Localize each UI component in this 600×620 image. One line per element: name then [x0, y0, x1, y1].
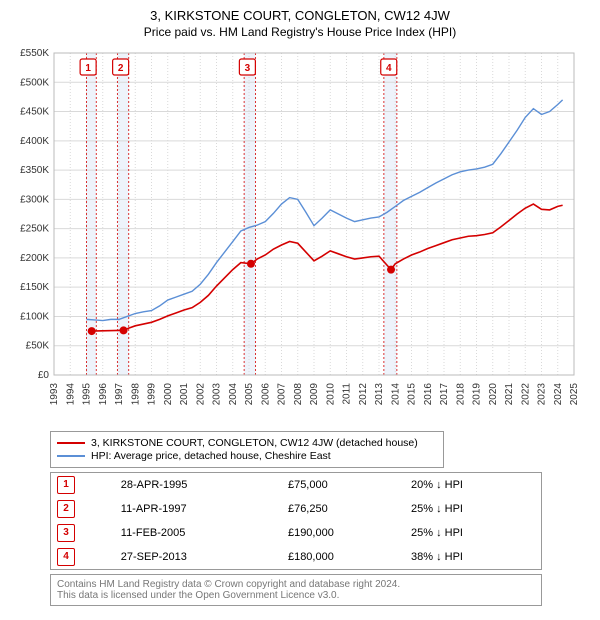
svg-text:2012: 2012 — [358, 383, 369, 406]
svg-text:2010: 2010 — [325, 383, 336, 406]
event-row: 3 11-FEB-2005£190,00025% ↓ HPI — [51, 521, 541, 545]
event-row: 1 28-APR-1995£75,00020% ↓ HPI — [51, 473, 541, 497]
events-table: 1 28-APR-1995£75,00020% ↓ HPI 2 11-APR-1997… — [50, 472, 542, 570]
svg-text:£200K: £200K — [20, 253, 49, 264]
svg-text:£100K: £100K — [20, 311, 49, 322]
legend-swatch — [57, 455, 85, 457]
svg-text:£50K: £50K — [26, 341, 50, 352]
event-marker: 4 — [57, 548, 75, 566]
legend-label: HPI: Average price, detached house, Ches… — [91, 450, 331, 462]
svg-text:1999: 1999 — [147, 383, 158, 406]
page-title: 3, KIRKSTONE COURT, CONGLETON, CW12 4JW — [6, 8, 594, 23]
svg-text:2000: 2000 — [163, 383, 174, 406]
legend: 3, KIRKSTONE COURT, CONGLETON, CW12 4JW … — [50, 431, 444, 468]
event-delta: 25% ↓ HPI — [405, 521, 541, 545]
event-delta: 20% ↓ HPI — [405, 473, 541, 497]
svg-text:£150K: £150K — [20, 282, 49, 293]
svg-text:1994: 1994 — [65, 383, 76, 406]
event-delta: 25% ↓ HPI — [405, 497, 541, 521]
svg-text:£550K: £550K — [20, 48, 49, 59]
svg-text:2025: 2025 — [569, 383, 580, 406]
svg-text:2003: 2003 — [212, 383, 223, 406]
event-delta: 38% ↓ HPI — [405, 545, 541, 569]
svg-text:2024: 2024 — [553, 383, 564, 406]
svg-text:2001: 2001 — [179, 383, 190, 406]
svg-text:2: 2 — [118, 63, 124, 74]
attribution: Contains HM Land Registry data © Crown c… — [50, 574, 542, 606]
svg-text:1: 1 — [85, 63, 91, 74]
svg-text:2013: 2013 — [374, 383, 385, 406]
event-marker: 3 — [57, 524, 75, 542]
event-row: 2 11-APR-1997£76,25025% ↓ HPI — [51, 497, 541, 521]
svg-text:2023: 2023 — [537, 383, 548, 406]
svg-text:2016: 2016 — [423, 383, 434, 406]
event-marker-cell: 1 — [51, 473, 115, 497]
price-chart: £0 £50K £100K £150K £200K £250K £300K £350K £400… — [6, 45, 582, 425]
svg-text:1995: 1995 — [82, 383, 93, 406]
svg-text:2004: 2004 — [228, 383, 239, 406]
svg-text:£0: £0 — [38, 370, 50, 381]
svg-text:2020: 2020 — [488, 383, 499, 406]
svg-text:2006: 2006 — [260, 383, 271, 406]
svg-text:1993: 1993 — [49, 383, 60, 406]
page-subtitle: Price paid vs. HM Land Registry's House … — [6, 25, 594, 39]
svg-text:2019: 2019 — [472, 383, 483, 406]
svg-text:2021: 2021 — [504, 383, 515, 406]
event-row: 4 27-SEP-2013£180,00038% ↓ HPI — [51, 545, 541, 569]
svg-text:2022: 2022 — [520, 383, 531, 406]
event-date: 27-SEP-2013 — [115, 545, 282, 569]
svg-text:2011: 2011 — [342, 383, 353, 405]
svg-text:3: 3 — [245, 63, 251, 74]
svg-text:£500K: £500K — [20, 77, 49, 88]
attribution-line1: Contains HM Land Registry data © Crown c… — [57, 579, 535, 590]
event-price: £75,000 — [282, 473, 405, 497]
event-price: £76,250 — [282, 497, 405, 521]
svg-text:£350K: £350K — [20, 165, 49, 176]
svg-text:2014: 2014 — [390, 383, 401, 406]
legend-label: 3, KIRKSTONE COURT, CONGLETON, CW12 4JW … — [91, 437, 418, 449]
event-marker-cell: 3 — [51, 521, 115, 545]
event-marker-cell: 4 — [51, 545, 115, 569]
legend-swatch — [57, 442, 85, 444]
event-date: 11-FEB-2005 — [115, 521, 282, 545]
svg-text:4: 4 — [386, 63, 392, 74]
legend-item: 3, KIRKSTONE COURT, CONGLETON, CW12 4JW … — [57, 437, 437, 449]
event-price: £190,000 — [282, 521, 405, 545]
svg-text:2002: 2002 — [195, 383, 206, 406]
svg-text:2005: 2005 — [244, 383, 255, 406]
event-price: £180,000 — [282, 545, 405, 569]
svg-text:£450K: £450K — [20, 107, 49, 118]
svg-text:2008: 2008 — [293, 383, 304, 406]
svg-text:1998: 1998 — [130, 383, 141, 406]
svg-text:£300K: £300K — [20, 194, 49, 205]
svg-text:2018: 2018 — [455, 383, 466, 406]
svg-text:1997: 1997 — [114, 383, 125, 406]
svg-text:2009: 2009 — [309, 383, 320, 406]
event-marker-cell: 2 — [51, 497, 115, 521]
svg-text:£250K: £250K — [20, 224, 49, 235]
event-marker: 2 — [57, 500, 75, 518]
legend-item: HPI: Average price, detached house, Ches… — [57, 450, 437, 462]
svg-text:2017: 2017 — [439, 383, 450, 406]
event-marker: 1 — [57, 476, 75, 494]
event-date: 28-APR-1995 — [115, 473, 282, 497]
svg-text:1996: 1996 — [98, 383, 109, 406]
event-date: 11-APR-1997 — [115, 497, 282, 521]
svg-text:£400K: £400K — [20, 136, 49, 147]
svg-text:2007: 2007 — [277, 383, 288, 406]
svg-text:2015: 2015 — [407, 383, 418, 406]
attribution-line2: This data is licensed under the Open Gov… — [57, 590, 535, 601]
